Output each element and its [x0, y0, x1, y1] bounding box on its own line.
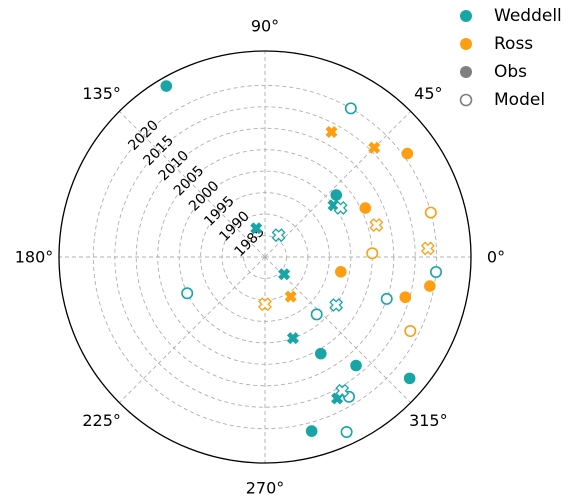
- point-weddell-obs-filled-x-3: [286, 332, 299, 345]
- legend-item-obs: Obs: [452, 58, 576, 86]
- point-ross-obs-filled-x-1: [368, 141, 381, 154]
- legend-marker-model: [452, 86, 480, 114]
- legend-label-model: Model: [494, 90, 546, 110]
- angle-gridline-45: [264, 111, 411, 258]
- point-weddell-model-open-circle-5: [310, 308, 323, 321]
- angle-tick-label-270: 270°: [246, 479, 285, 498]
- point-weddell-model-open-x-0: [271, 228, 286, 243]
- legend-item-model: Model: [452, 86, 576, 114]
- point-weddell-model-open-circle-6: [340, 426, 353, 439]
- point-ross-obs-filled-circle-0: [359, 202, 372, 214]
- angle-tick-label-90: 90°: [251, 17, 279, 36]
- point-weddell-model-open-x-3: [335, 383, 350, 398]
- point-ross-model-open-circle-1: [424, 206, 437, 219]
- point-ross-obs-filled-circle-4: [424, 280, 436, 292]
- angle-tick-label-225: 225°: [82, 411, 121, 430]
- angle-gridline-135: [119, 111, 266, 258]
- point-ross-obs-filled-circle-2: [335, 265, 347, 278]
- legend: Weddell Ross Obs Model: [452, 2, 576, 114]
- point-weddell-obs-filled-circle-0: [160, 80, 173, 92]
- angle-tick-label-0: 0°: [487, 248, 505, 267]
- legend-marker-weddell: [452, 2, 480, 30]
- legend-label-ross: Ross: [494, 34, 534, 54]
- angle-tick-label-45: 45°: [414, 84, 442, 103]
- point-ross-model-open-circle-2: [404, 325, 417, 338]
- point-weddell-model-open-x-2: [329, 298, 344, 312]
- point-weddell-obs-filled-circle-5: [305, 425, 318, 437]
- point-weddell-obs-filled-circle-4: [403, 372, 416, 385]
- angle-gridline-225: [119, 256, 266, 403]
- point-ross-obs-filled-x-0: [325, 125, 338, 138]
- point-ross-model-open-x-2: [258, 297, 272, 312]
- legend-item-weddell: Weddell: [452, 2, 576, 30]
- point-weddell-obs-filled-circle-2: [314, 347, 327, 360]
- point-ross-obs-filled-x-2: [284, 290, 297, 303]
- angle-tick-label-135: 135°: [82, 84, 121, 103]
- point-weddell-model-open-circle-1: [380, 292, 393, 305]
- point-weddell-model-open-circle-4: [181, 287, 194, 300]
- angle-gridline-315: [264, 256, 411, 403]
- legend-label-weddell: Weddell: [494, 6, 562, 26]
- angle-tick-label-180: 180°: [15, 248, 54, 267]
- point-weddell-model-open-circle-2: [430, 265, 443, 278]
- data-points: [160, 80, 443, 439]
- point-weddell-model-open-circle-0: [344, 102, 357, 115]
- angular-gridlines: [59, 51, 471, 463]
- point-weddell-model-open-x-1: [333, 200, 348, 215]
- point-ross-obs-filled-circle-1: [401, 147, 414, 160]
- legend-item-ross: Ross: [452, 30, 576, 58]
- point-ross-model-open-x-0: [369, 218, 384, 232]
- legend-marker-obs: [452, 58, 480, 86]
- polar-frame: [58, 50, 472, 464]
- point-ross-obs-filled-circle-3: [399, 291, 412, 304]
- point-weddell-obs-filled-circle-1: [330, 189, 343, 201]
- point-weddell-obs-filled-circle-3: [350, 359, 362, 372]
- legend-marker-ross: [452, 30, 480, 58]
- point-ross-model-open-circle-0: [366, 247, 379, 260]
- point-ross-model-open-x-1: [420, 241, 435, 256]
- point-weddell-obs-filled-x-0: [250, 222, 263, 235]
- angle-tick-labels: 0° 45° 90° 135° 180° 225° 270° 315°: [15, 17, 505, 498]
- angle-tick-label-315: 315°: [409, 411, 448, 430]
- point-weddell-obs-filled-x-1: [278, 268, 291, 281]
- legend-label-obs: Obs: [494, 62, 528, 82]
